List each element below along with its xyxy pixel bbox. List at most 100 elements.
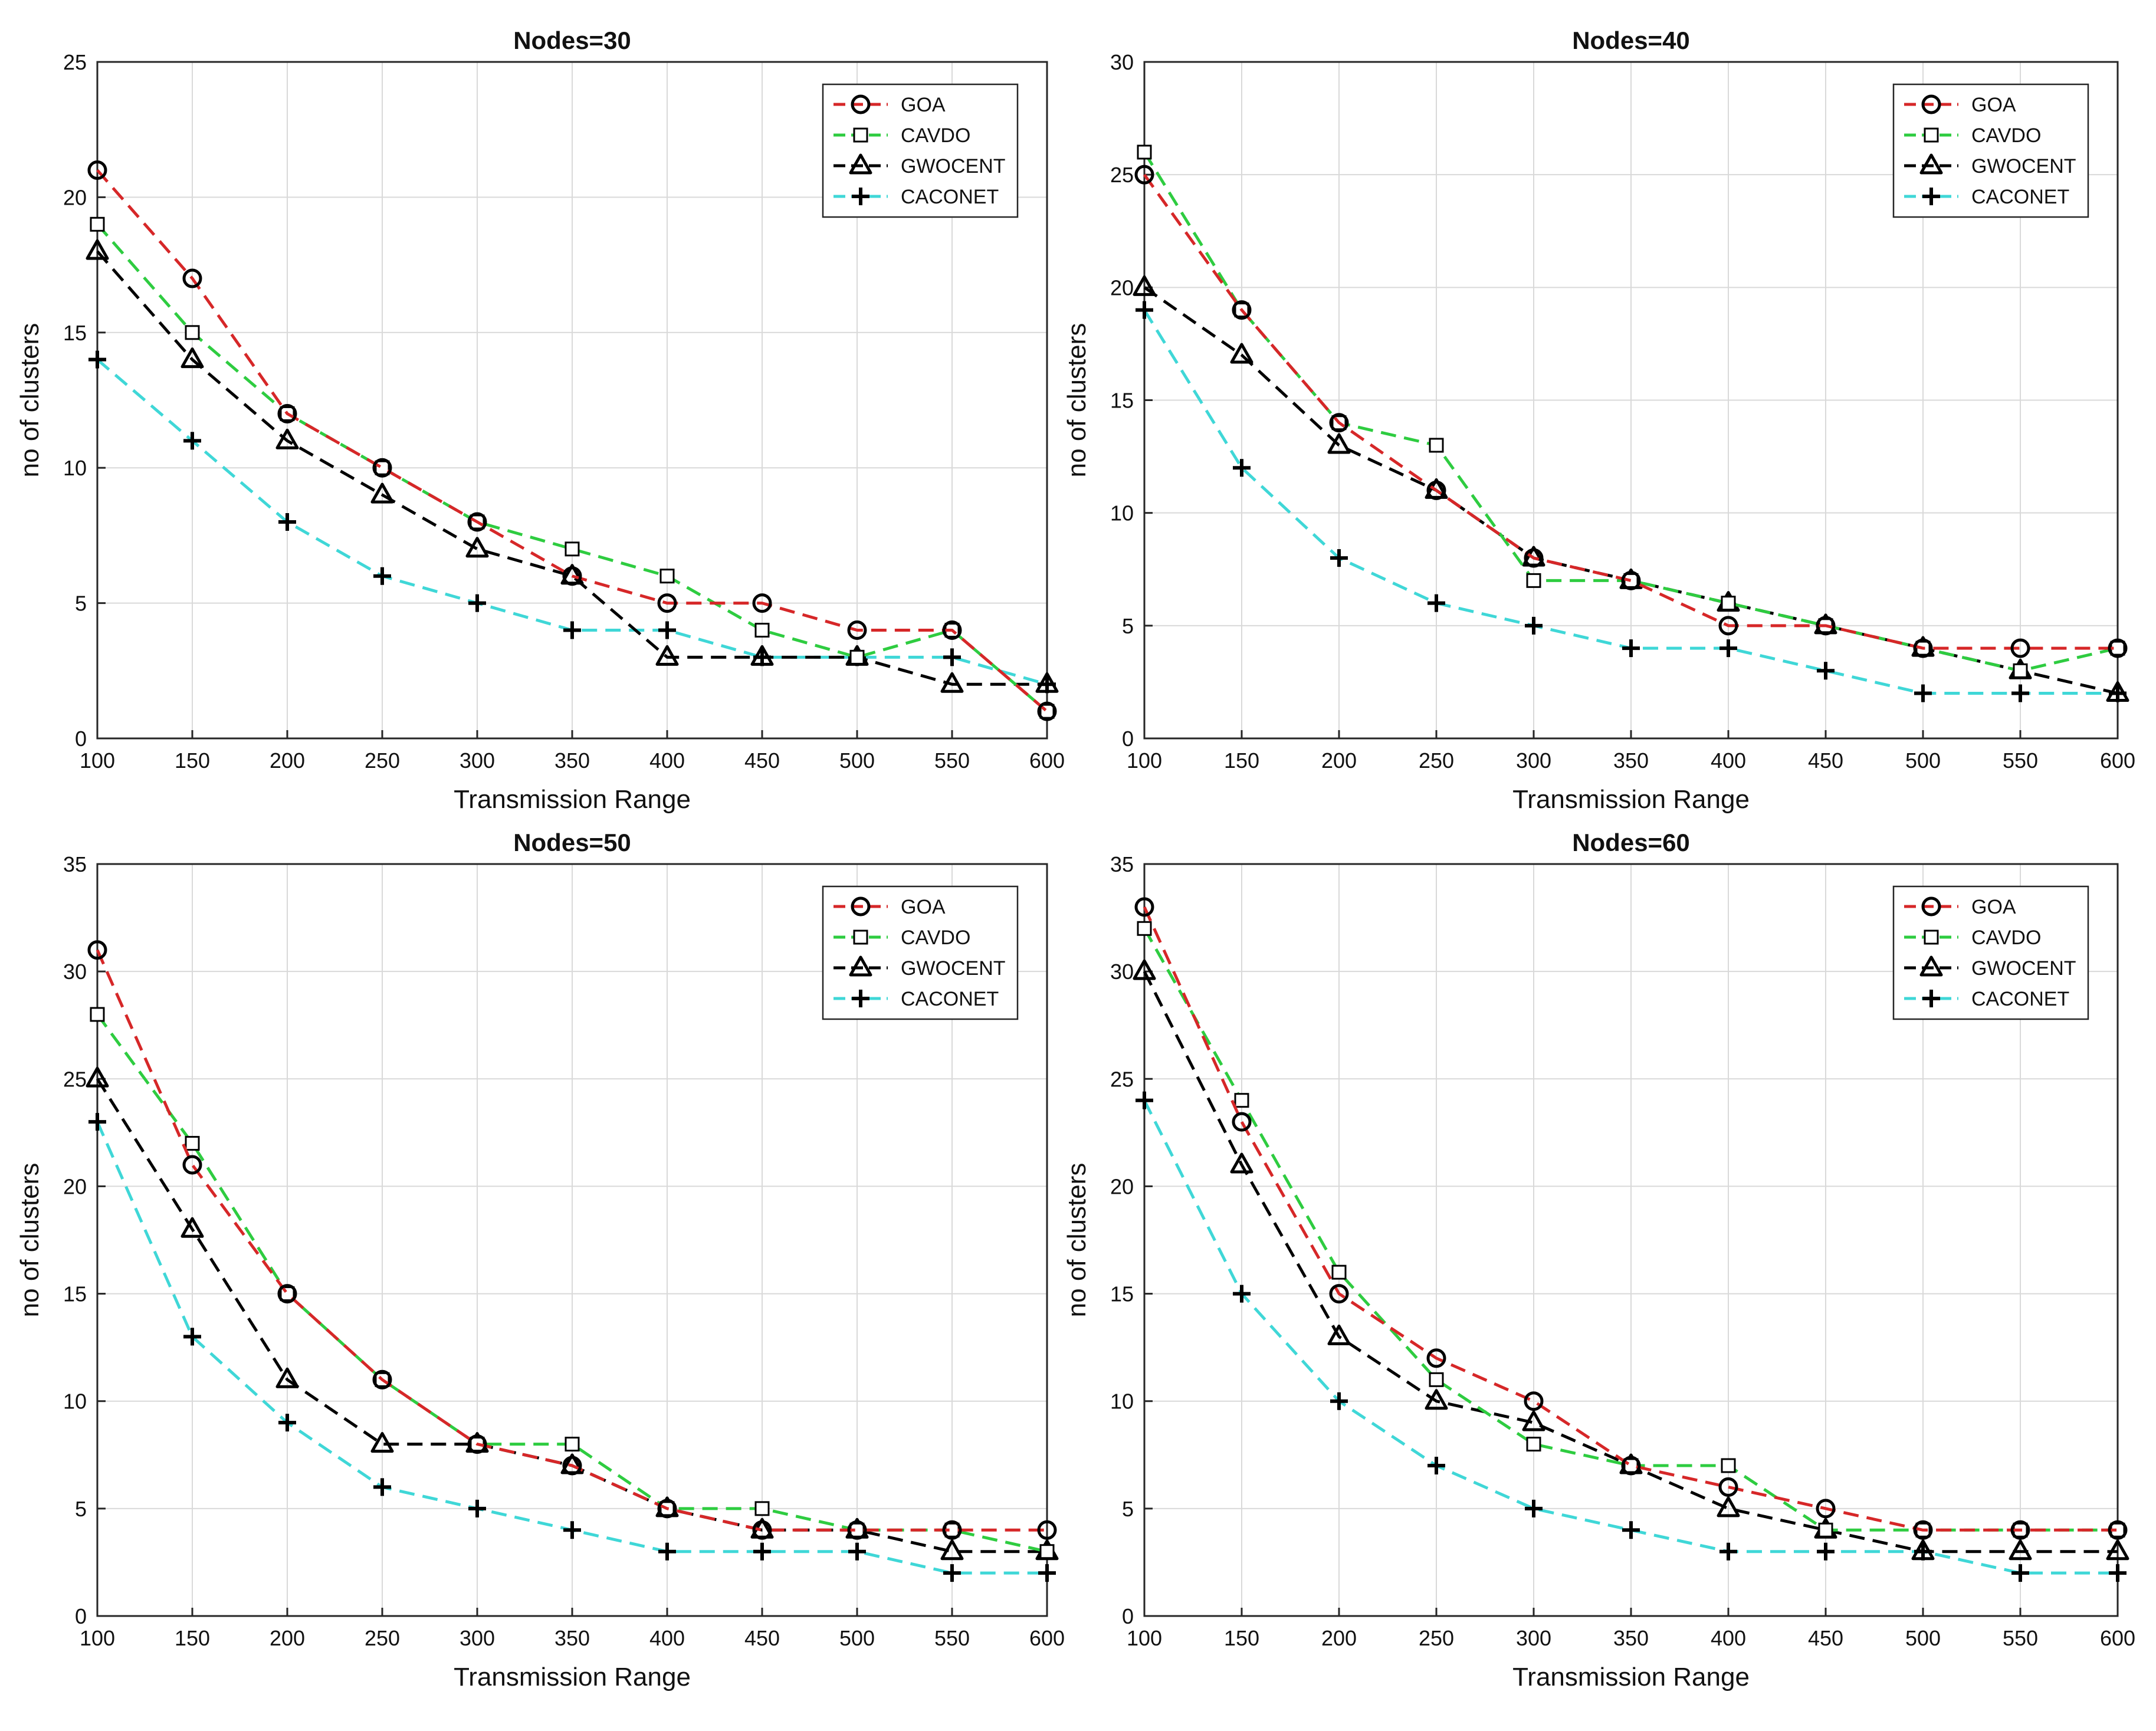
caconet-marker-plus xyxy=(278,513,296,531)
cavdo-marker-square xyxy=(754,1501,770,1516)
cavdo-marker-square xyxy=(1137,144,1152,160)
legend-label: CACONET xyxy=(901,988,999,1010)
goa-marker-circle xyxy=(752,593,772,613)
legend-label: CAVDO xyxy=(1971,927,2041,949)
cavdo-marker-square xyxy=(659,569,675,584)
gwocent-marker-triangle xyxy=(750,645,774,666)
x-tick-label: 200 xyxy=(1321,1626,1357,1650)
x-tick-label: 200 xyxy=(270,1626,305,1650)
x-axis-label: Transmission Range xyxy=(1512,1663,1750,1691)
caconet-marker-plus xyxy=(183,1328,201,1346)
legend-gwocent-marker-triangle xyxy=(849,153,872,175)
goa-marker-circle xyxy=(657,593,677,613)
legend-caconet-marker-plus xyxy=(1922,188,1940,205)
y-tick-label: 10 xyxy=(1110,1390,1134,1414)
gwocent-marker-triangle xyxy=(181,347,204,369)
legend-cavdo-marker-square xyxy=(1924,929,1939,945)
y-tick-label: 20 xyxy=(63,1174,87,1198)
chart-panel-3: 100 150 200 250 300 350 400 450 500 550 600 0 5 10 15 2… xyxy=(15,829,1065,1691)
cavdo-marker-square xyxy=(1234,1093,1249,1108)
y-tick-label: 5 xyxy=(1122,614,1134,638)
series-cavdo xyxy=(90,216,1055,719)
goa-marker-circle xyxy=(1718,616,1738,636)
caconet-marker-plus xyxy=(1428,1457,1445,1474)
legend-label: GOA xyxy=(901,94,946,116)
goa-marker-circle xyxy=(1329,1284,1349,1304)
goa-line xyxy=(1143,173,2118,650)
caconet-marker-plus xyxy=(1914,684,1932,702)
caconet-marker-plus xyxy=(1330,549,1348,567)
cavdo-line xyxy=(96,223,1048,713)
goa-marker-circle xyxy=(182,1155,202,1175)
caconet-marker-plus xyxy=(658,621,676,639)
caconet-marker-plus xyxy=(563,1521,581,1539)
chart-title: Nodes=30 xyxy=(513,27,631,54)
cavdo-marker-square xyxy=(1721,1458,1736,1473)
x-tick-label: 300 xyxy=(1516,748,1551,773)
goa-marker-circle xyxy=(657,1499,677,1519)
legend-label: GWOCENT xyxy=(1971,155,2076,178)
x-tick-label: 400 xyxy=(1711,748,1746,773)
legend: GOA CAVDO GWOCENT CACONET xyxy=(822,83,1019,218)
y-tick-label: 10 xyxy=(63,1390,87,1414)
goa-marker-circle xyxy=(1621,1456,1641,1476)
gwocent-marker-triangle xyxy=(1911,1539,1935,1561)
x-tick-label: 150 xyxy=(175,1626,210,1650)
caconet-marker-plus xyxy=(1330,1392,1348,1410)
legend-gwocent-marker-triangle xyxy=(1919,153,1943,175)
x-tick-label: 500 xyxy=(839,1626,875,1650)
x-axis-label: Transmission Range xyxy=(454,1663,691,1691)
caconet-marker-plus xyxy=(373,1478,391,1496)
x-tick-label: 200 xyxy=(1321,748,1357,773)
legend-label: CACONET xyxy=(1971,988,2069,1010)
goa-marker-circle xyxy=(1426,480,1446,500)
x-tick-label: 600 xyxy=(2100,748,2135,773)
legend-cavdo-marker-square xyxy=(853,929,868,945)
x-tick-label: 300 xyxy=(460,1626,495,1650)
gwocent-marker-triangle xyxy=(1035,672,1059,693)
goa-marker-circle xyxy=(277,403,297,423)
gwocent-marker-triangle xyxy=(275,428,299,449)
chart-panel-1: 100 150 200 250 300 350 400 450 500 550 600 0 5 10 15 2… xyxy=(15,27,1065,814)
legend-goa-marker-circle xyxy=(851,896,871,917)
gwocent-marker-triangle xyxy=(1717,1496,1740,1518)
caconet-marker-plus xyxy=(1233,459,1251,477)
x-tick-label: 250 xyxy=(1419,748,1454,773)
y-tick-label: 15 xyxy=(63,321,87,345)
legend-label: GOA xyxy=(1971,896,2016,918)
goa-marker-circle xyxy=(1134,897,1154,917)
gwocent-marker-triangle xyxy=(1133,275,1156,296)
legend: GOA CAVDO GWOCENT CACONET xyxy=(1892,885,2089,1020)
x-tick-label: 350 xyxy=(554,748,590,773)
goa-marker-circle xyxy=(1426,1348,1446,1368)
cavdo-marker-square xyxy=(1331,1264,1347,1280)
gwocent-marker-triangle xyxy=(2106,681,2129,702)
y-tick-label: 10 xyxy=(63,456,87,480)
legend-label: CACONET xyxy=(1971,186,2069,208)
caconet-marker-plus xyxy=(1233,1285,1251,1303)
goa-marker-circle xyxy=(1913,1520,1933,1540)
y-tick-label: 30 xyxy=(63,960,87,984)
cavdo-marker-square xyxy=(1137,921,1152,936)
x-tick-label: 350 xyxy=(554,1626,590,1650)
gwocent-marker-triangle xyxy=(1230,1152,1253,1174)
x-tick-label: 150 xyxy=(1224,1626,1259,1650)
x-tick-label: 600 xyxy=(2100,1626,2135,1650)
cavdo-marker-square xyxy=(1429,1372,1444,1387)
cavdo-marker-square xyxy=(1526,573,1541,588)
legend-caconet-marker-plus xyxy=(852,990,869,1007)
caconet-marker-plus xyxy=(278,1414,296,1432)
legend-label: CAVDO xyxy=(901,927,970,949)
y-tick-label: 20 xyxy=(1110,1174,1134,1198)
series-goa xyxy=(87,160,1057,721)
y-axis-label: no of clusters xyxy=(1062,323,1091,478)
goa-marker-circle xyxy=(1524,548,1544,568)
x-tick-label: 400 xyxy=(649,1626,685,1650)
legend-entry-cavdo: CAVDO xyxy=(1904,927,2041,949)
legend-entry-goa: GOA xyxy=(1904,94,2016,116)
y-tick-label: 0 xyxy=(75,727,87,751)
chart-title: Nodes=50 xyxy=(513,829,631,856)
gwocent-marker-triangle xyxy=(655,645,679,666)
cavdo-marker-square xyxy=(90,216,105,232)
